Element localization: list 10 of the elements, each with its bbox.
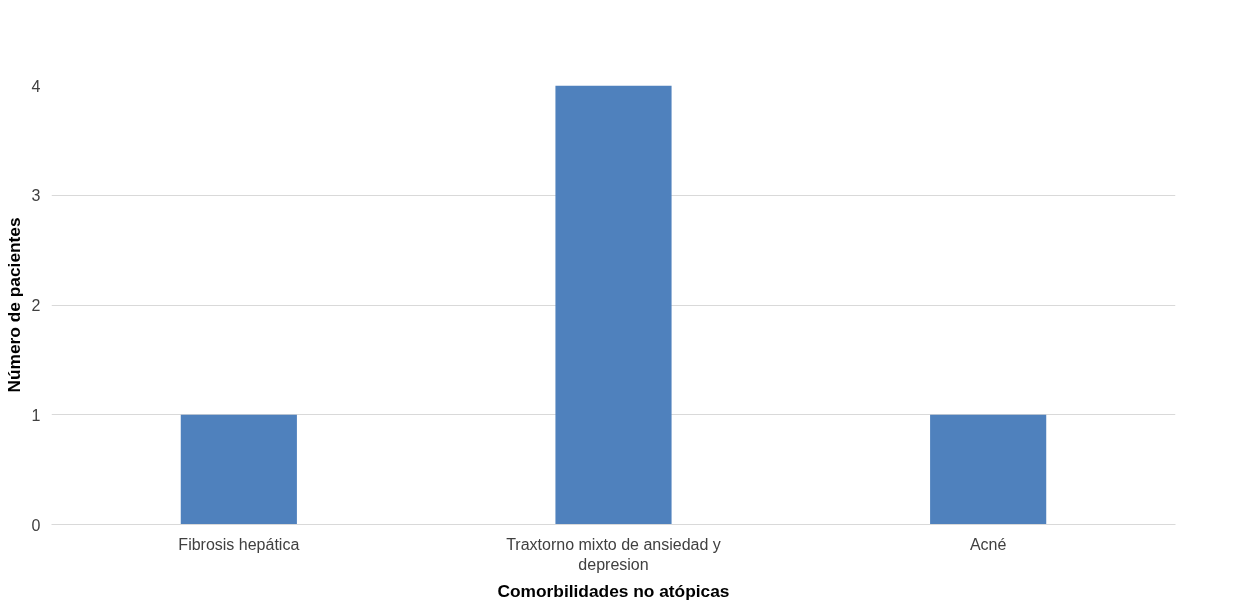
y-tick-label: 3 xyxy=(31,187,41,205)
y-tick-label: 1 xyxy=(31,406,41,424)
x-tick-label: Acné xyxy=(969,535,1007,553)
x-tick-label: Fibrosis hepática xyxy=(178,535,300,553)
y-tick-label: 4 xyxy=(31,77,41,95)
y-axis-title: Número de pacientes xyxy=(3,217,24,393)
y-tick-label: 0 xyxy=(31,516,41,534)
x-axis-title: Comorbilidades no atópicas xyxy=(497,580,730,601)
y-tick-label: 2 xyxy=(31,297,41,314)
x-tick-label: Traxtorno mixto de ansiedad y depresion xyxy=(506,535,721,573)
